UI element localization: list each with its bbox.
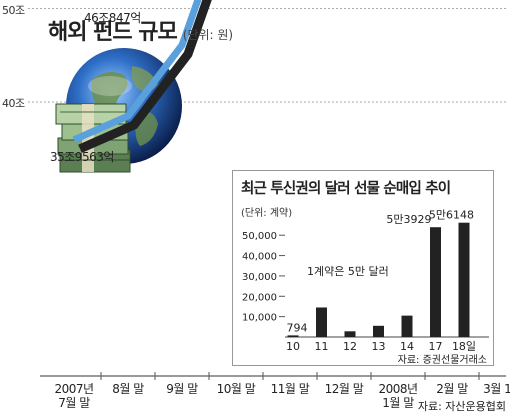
inset-source: 자료: 증권선물거래소 [397, 355, 487, 366]
inset-unit: (단위: 계약) [241, 208, 293, 219]
chart-source: 자료: 자산운용협회 [417, 400, 506, 412]
x-tick-label: 12월 말 [324, 382, 364, 396]
inset-x-tick-label: 11 [315, 340, 329, 353]
inset-svg: 10,000 20,000 30,000 40,000 50,000 10 11 12 13 14… [242, 209, 489, 353]
inset-y-tick-label: 40,000 [242, 252, 277, 263]
inset-bar [344, 331, 356, 337]
x-tick-label: 2007년 7월 말 [54, 382, 94, 410]
y-tick-label: 50조 [2, 3, 25, 17]
inset-y-tick-label: 20,000 [242, 292, 277, 303]
inset-bar [458, 222, 470, 337]
data-label: 46조847억 [84, 11, 141, 26]
chart-unit: (단위: 원) [182, 28, 234, 42]
inset-x-tick-label: 13 [372, 340, 386, 353]
inset-x-tick-label: 12 [343, 340, 357, 353]
x-tick-label: 11월 말 [270, 382, 310, 396]
inset-data-label: 5만6148 [429, 209, 474, 222]
inset-bar [287, 335, 299, 337]
x-tick-label: 3월 14일 [483, 382, 510, 396]
inset-y-tick-label: 30,000 [242, 272, 277, 283]
inset-bar [430, 227, 441, 337]
x-tick-label: 2008년 1월 말 [378, 382, 418, 410]
inset-x-tick-label: 10 [286, 340, 300, 353]
inset-title: 최근 투신권의 달러 선물 순매입 추이 [241, 181, 451, 197]
inset-bar [373, 325, 384, 337]
inset-chart: 최근 투신권의 달러 선물 순매입 추이 (단위: 계약) 10,000 20,0… [232, 170, 494, 366]
inset-y-tick-label: 10,000 [242, 313, 277, 324]
line-shadow [78, 0, 212, 153]
chart-title: 해외 펀드 규모 (단위: 원) [48, 20, 234, 45]
inset-x-tick-label: 18일 [452, 339, 476, 353]
inset-data-label: 794 [287, 321, 308, 334]
x-tick-label: 2월 말 [436, 382, 468, 396]
inset-note: 1계약은 5만 달러 [307, 265, 389, 278]
inset-data-label: 5만3929 [386, 213, 431, 226]
inset-bar [316, 307, 327, 337]
series-line [72, 0, 202, 144]
x-tick-label: 8월 말 [112, 382, 144, 396]
x-tick-label: 9월 말 [166, 382, 198, 396]
x-tick-label: 10월 말 [216, 382, 256, 396]
inset-x-tick-label: 14 [400, 340, 414, 353]
inset-x-tick-label: 17 [429, 340, 443, 353]
inset-y-tick-label: 50,000 [242, 231, 277, 242]
data-label: 35조9563억 [50, 149, 114, 164]
y-tick-label: 40조 [2, 97, 25, 110]
inset-bar [401, 315, 413, 337]
